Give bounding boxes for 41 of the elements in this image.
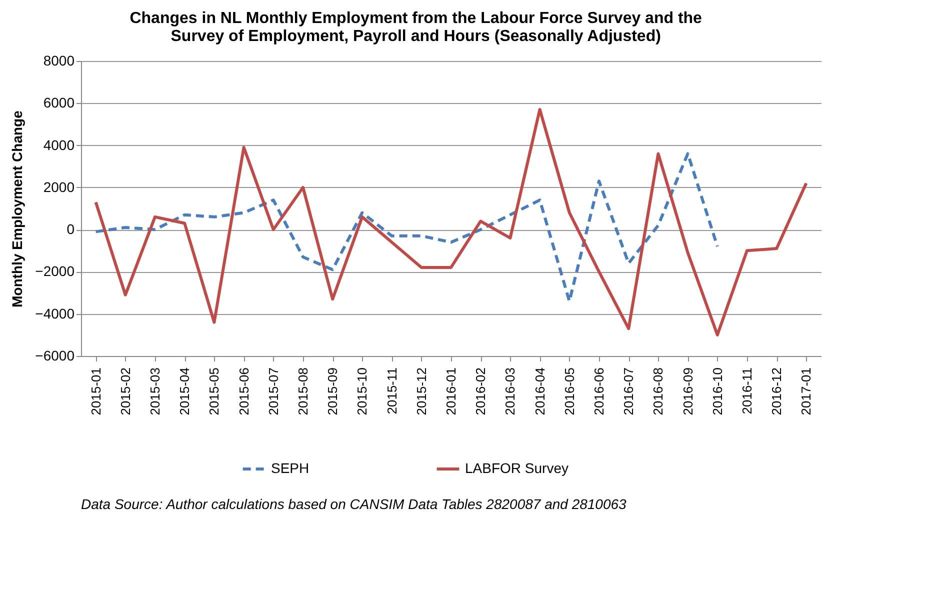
x-tick-label: 2017-01 <box>798 368 814 416</box>
x-tick-label: 2015-05 <box>206 368 222 416</box>
x-tick-label: 2016-11 <box>740 368 754 414</box>
legend-label: LABFOR Survey <box>465 460 568 476</box>
x-tick-label: 2016-10 <box>710 368 725 416</box>
x-tick-label: 2016-04 <box>532 368 548 416</box>
y-axis-title: Monthly Employment Change <box>9 110 26 308</box>
x-tick-label: 2016-06 <box>592 368 606 416</box>
x-tick-label: 2015-04 <box>177 368 192 416</box>
x-tick-label: 2015-07 <box>266 368 281 416</box>
x-tick-label: 2016-01 <box>444 368 458 416</box>
x-tick-label: 2016-08 <box>650 368 666 416</box>
x-tick-label: 2016-12 <box>769 368 784 416</box>
y-tick-label: 6000 <box>43 94 75 111</box>
line-series <box>94 152 719 303</box>
x-tick-label: 2016-05 <box>562 368 577 416</box>
x-tick-label: 2015-03 <box>148 368 162 416</box>
x-tick-label: 2016-09 <box>680 368 696 416</box>
x-tick-label: 2015-01 <box>88 368 104 416</box>
y-tick-label: −6000 <box>35 348 75 364</box>
text: Changes in NL Monthly Employment from the Labour Force Survey and the <box>130 10 702 27</box>
x-tick-label: 2015-08 <box>296 368 310 416</box>
y-tick-label: 2000 <box>43 178 75 195</box>
x-tick-label: 2015-12 <box>414 368 429 416</box>
x-tick-label: 2015-09 <box>325 368 340 416</box>
x-tick-label: 2015-10 <box>354 368 370 416</box>
x-tick-label: 2015-06 <box>236 368 252 416</box>
x-tick-label: 2015-02 <box>118 368 133 416</box>
source-note: Data Source: Author calculations based on CANSIM Data Tables 2820087 and 2810063 <box>81 496 627 512</box>
y-tick-label: −4000 <box>35 305 75 322</box>
text: Survey of Employment, Payroll and Hours (Seasonally Adjusted) <box>170 28 661 45</box>
y-tick-label: 4000 <box>43 136 75 153</box>
x-tick-label: 2016-02 <box>473 368 488 416</box>
y-tick-label: 0 <box>66 221 75 238</box>
x-tick-label: 2016-07 <box>621 368 636 416</box>
y-tick-label: −2000 <box>35 263 75 280</box>
y-tick-label: 8000 <box>43 52 75 68</box>
x-tick-label: 2015-11 <box>384 368 400 414</box>
line-series <box>94 108 808 336</box>
legend-label: SEPH <box>271 460 310 476</box>
x-tick-label: 2016-03 <box>502 368 518 416</box>
